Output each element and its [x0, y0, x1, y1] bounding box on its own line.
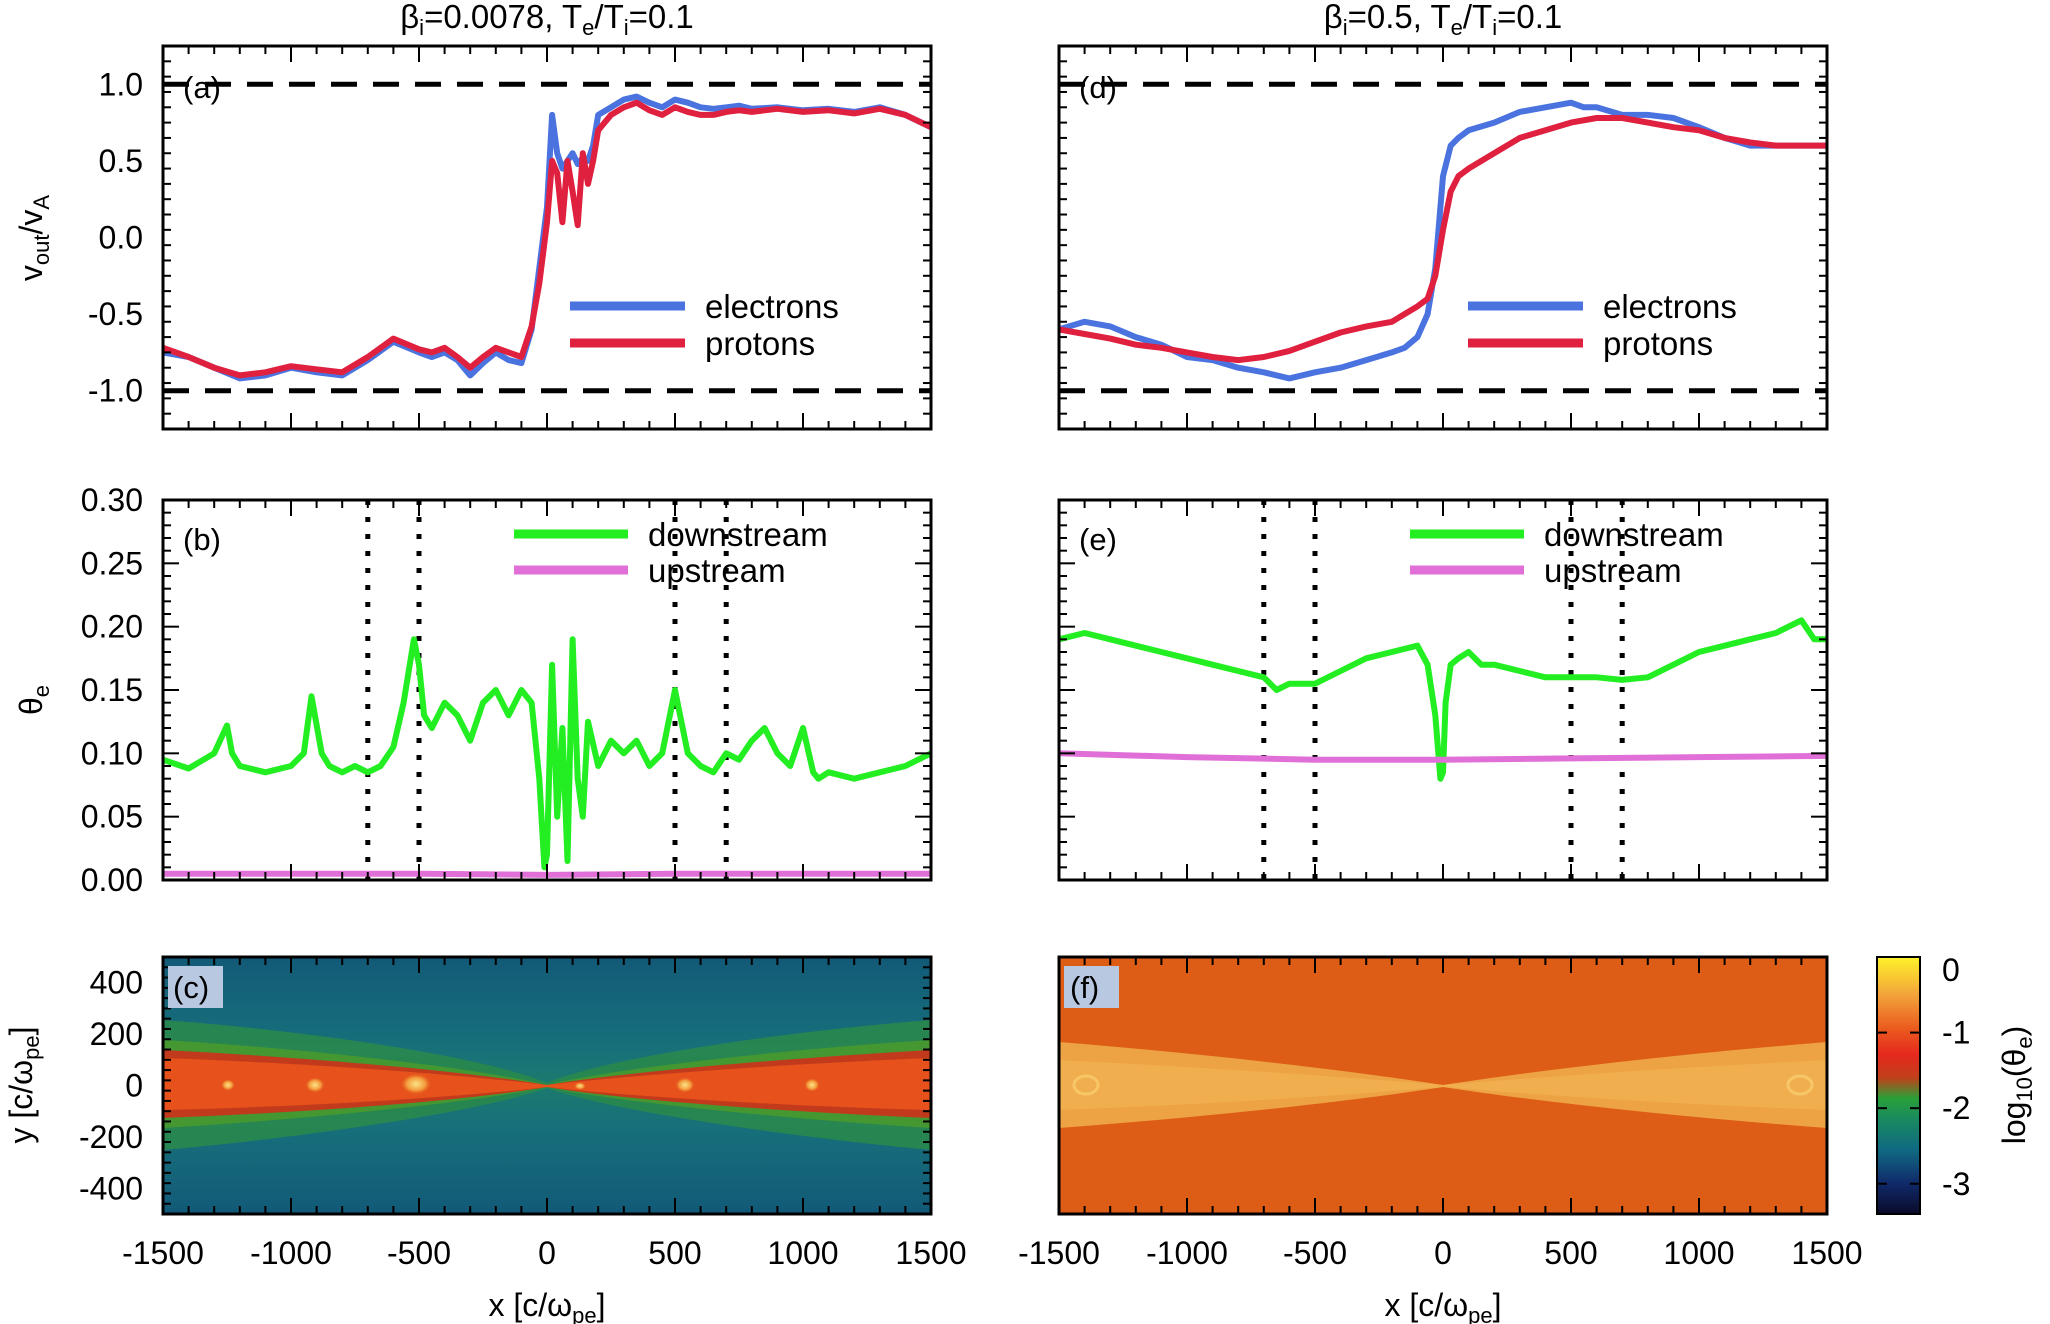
series-line-downstream	[1059, 617, 1827, 782]
x-tick-label: 500	[648, 1235, 701, 1271]
x-tick-label: 500	[1544, 1235, 1597, 1271]
series-line-electrons	[1059, 99, 1827, 382]
panel-f-heatmap: -1500 -1000 -500 0 500 1000 1500 (f) x [c/ωpe]	[1018, 955, 1863, 1324]
left-column-title: βi=0.0078, Te/Ti=0.1	[400, 0, 694, 40]
y-axis-title-a: vout/vA	[13, 195, 54, 281]
x-tick-label: 0	[538, 1235, 556, 1271]
panel-tag-e: (e)	[1079, 522, 1117, 557]
legend-label-protons-d: protons	[1603, 325, 1713, 362]
ytick-labels-a: -1.0 -0.5 0.0 0.5 1.0	[88, 66, 143, 408]
colorbar-ticks: 0 -1 -2 -3	[1877, 952, 1970, 1202]
panel-tag-a: (a)	[183, 70, 221, 105]
panel-b-temperature: 0.00 0.05 0.10 0.15 0.20 0.25 0.30 (b) θe down…	[13, 482, 933, 898]
x-axis-title-f: x [c/ωpe]	[1384, 1287, 1501, 1324]
panel-e-temperature: (e) downstream upstream	[1057, 498, 1829, 882]
y-tick-label: -200	[79, 1119, 143, 1155]
series-e	[1059, 617, 1827, 782]
heatmap-image-c	[163, 957, 931, 1214]
y-tick-label: 0.25	[81, 545, 143, 581]
ticks-c	[162, 956, 932, 1215]
y-tick-label: -400	[79, 1170, 143, 1206]
y-tick-label: 0.15	[81, 672, 143, 708]
x-tick-label: -1500	[122, 1235, 204, 1271]
panel-tag-bg-c	[168, 966, 223, 1008]
ticks-d	[1058, 45, 1828, 430]
panel-tag-d: (d)	[1079, 70, 1117, 105]
series-a	[163, 93, 931, 382]
x-tick-label: -1000	[1146, 1235, 1228, 1271]
reference-lines-a	[163, 81, 931, 394]
panel-d-velocity: (d) electrons protons	[1057, 44, 1829, 431]
y-tick-label: 1.0	[99, 66, 143, 102]
colorbar-tick-label: -2	[1942, 1090, 1970, 1126]
y-tick-label: 0.30	[81, 482, 143, 518]
y-tick-label: -1.0	[88, 373, 143, 409]
y-tick-label: 0	[125, 1068, 143, 1104]
x-tick-label: -1000	[250, 1235, 332, 1271]
x-tick-label: 1500	[1791, 1235, 1862, 1271]
panel-tag-bg-f	[1064, 966, 1119, 1008]
xtick-labels-c: -1500 -1000 -500 0 500 1000 1500	[122, 1235, 967, 1271]
y-tick-label: 0.00	[81, 862, 143, 898]
reference-lines-d	[1059, 81, 1827, 394]
y-axis-title-c: y [c/ωpe]	[3, 1026, 44, 1143]
panel-tag-c: (c)	[173, 970, 209, 1005]
colorbar-label: log10(θe)	[1996, 1026, 2037, 1145]
y-tick-label: -0.5	[88, 296, 143, 332]
ytick-labels-c: -400 -200 0 200 400	[79, 965, 143, 1207]
colorbar-tick-label: -1	[1942, 1015, 1970, 1051]
y-tick-label: 0.10	[81, 735, 143, 771]
x-axis-title-c: x [c/ωpe]	[488, 1287, 605, 1324]
series-line-downstream	[163, 636, 931, 871]
legend-label-downstream-e: downstream	[1544, 516, 1724, 553]
ticks-f	[1058, 957, 1828, 1214]
y-tick-label: 0.20	[81, 609, 143, 645]
panel-tag-b: (b)	[183, 522, 221, 557]
legend-label-upstream-e: upstream	[1544, 552, 1682, 589]
reference-lines-e	[1261, 500, 1625, 880]
series-d	[1059, 99, 1827, 382]
right-column-title: βi=0.5, Te/Ti=0.1	[1324, 0, 1563, 40]
x-tick-label: 1000	[767, 1235, 838, 1271]
legend-label-electrons-a: electrons	[705, 288, 839, 325]
series-line-protons	[163, 99, 931, 379]
x-tick-label: -500	[1283, 1235, 1347, 1271]
legend-label-protons-a: protons	[705, 325, 815, 362]
x-tick-label: 0	[1434, 1235, 1452, 1271]
ticks-b	[162, 499, 932, 881]
colorbar-tick-label: 0	[1942, 952, 1960, 988]
heatmap-image-f	[1059, 957, 1827, 1214]
x-tick-label: 1500	[895, 1235, 966, 1271]
colorbar-gradient	[1876, 956, 1921, 1215]
y-tick-label: 200	[90, 1016, 143, 1052]
x-tick-label: -1500	[1018, 1235, 1100, 1271]
ticks-e	[1058, 499, 1828, 881]
y-axis-title-b: θe	[13, 685, 54, 715]
legend-label-electrons-d: electrons	[1603, 288, 1737, 325]
x-tick-label: -500	[387, 1235, 451, 1271]
legend-label-upstream-b: upstream	[648, 552, 786, 589]
plot-area-e	[1059, 500, 1827, 880]
legend-label-downstream-b: downstream	[648, 516, 828, 553]
panel-tag-f: (f)	[1070, 970, 1099, 1005]
panel-a-velocity: -1.0-0.50.00.51.0 (a) vout/vA electrons …	[13, 44, 933, 431]
ticks-a	[162, 45, 932, 430]
y-tick-label: 0.05	[81, 799, 143, 835]
colorbar: 0 -1 -2 -3 log10(θe)	[1876, 952, 2037, 1215]
xtick-labels-f: -1500 -1000 -500 0 500 1000 1500	[1018, 1235, 1863, 1271]
y-tick-label: 0.5	[99, 143, 143, 179]
y-tick-label: 400	[90, 965, 143, 1001]
panel-c-heatmap: -1500 -1000 -500 0 500 1000 1500 -400 -200 0 200 4…	[3, 955, 967, 1324]
series-line-upstream	[1059, 750, 1827, 763]
series-line-protons	[1059, 115, 1827, 364]
colorbar-tick-label: -3	[1942, 1166, 1970, 1202]
y-tick-label: 0.0	[99, 220, 143, 256]
ytick-labels-b: 0.00 0.05 0.10 0.15 0.20 0.25 0.30	[81, 482, 143, 898]
x-tick-label: 1000	[1663, 1235, 1734, 1271]
